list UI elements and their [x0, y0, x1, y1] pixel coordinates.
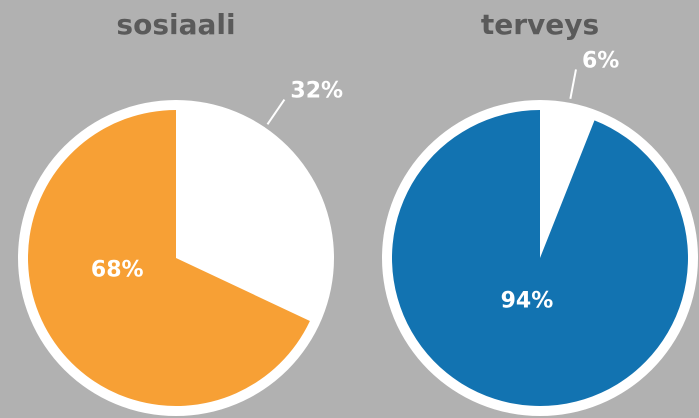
pie-slice — [176, 110, 325, 322]
data-label: 6% — [582, 48, 619, 73]
pie-slice — [392, 110, 689, 406]
data-label: 68% — [91, 257, 144, 282]
chart-title: sosiaali — [116, 8, 235, 41]
chart-title: terveys — [481, 8, 599, 41]
pie-slice — [540, 110, 595, 258]
data-label: 32% — [290, 79, 343, 104]
data-label: 94% — [501, 288, 554, 313]
pie-slice — [28, 110, 310, 407]
leader-line — [266, 98, 286, 125]
leader-line — [569, 69, 577, 100]
